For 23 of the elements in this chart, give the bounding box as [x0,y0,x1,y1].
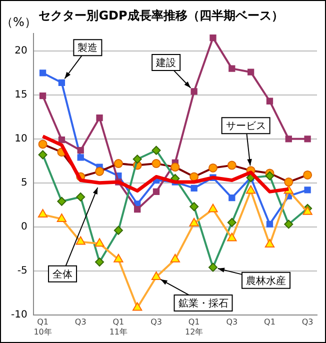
y-tick-label: -10 [10,309,28,320]
chart-title: セクター別GDP成長率推移（四半期ベース） [38,8,284,22]
y-tick-label: 5 [20,177,28,188]
x-tick-label: Q3 [302,318,314,327]
text: 製造 [78,42,98,54]
y-tick-label: 15 [14,90,28,101]
text: サービス [226,121,266,132]
x-tick-label: Q1 10年 [34,318,52,336]
y-tick-label: 10 [14,134,28,145]
text: 建設 [155,57,176,70]
x-tick-label: Q3 [226,318,238,327]
x-tick-label: Q1 12年 [184,318,204,336]
x-tick-label: Q1 11年 [109,318,128,336]
text: 全体 [52,268,73,280]
x-tick-label: Q1 [264,318,276,327]
y-tick-label: 0 [20,221,28,232]
text: 農林水産 [246,274,286,287]
x-tick-label: Q3 [150,318,162,327]
text: 鉱業・採石 [178,298,228,310]
y-axis-title: （%） [1,15,36,30]
y-tick-label: 20 [14,46,28,57]
x-tick-label: Q3 [74,318,86,327]
y-tick-label: -5 [17,265,28,276]
